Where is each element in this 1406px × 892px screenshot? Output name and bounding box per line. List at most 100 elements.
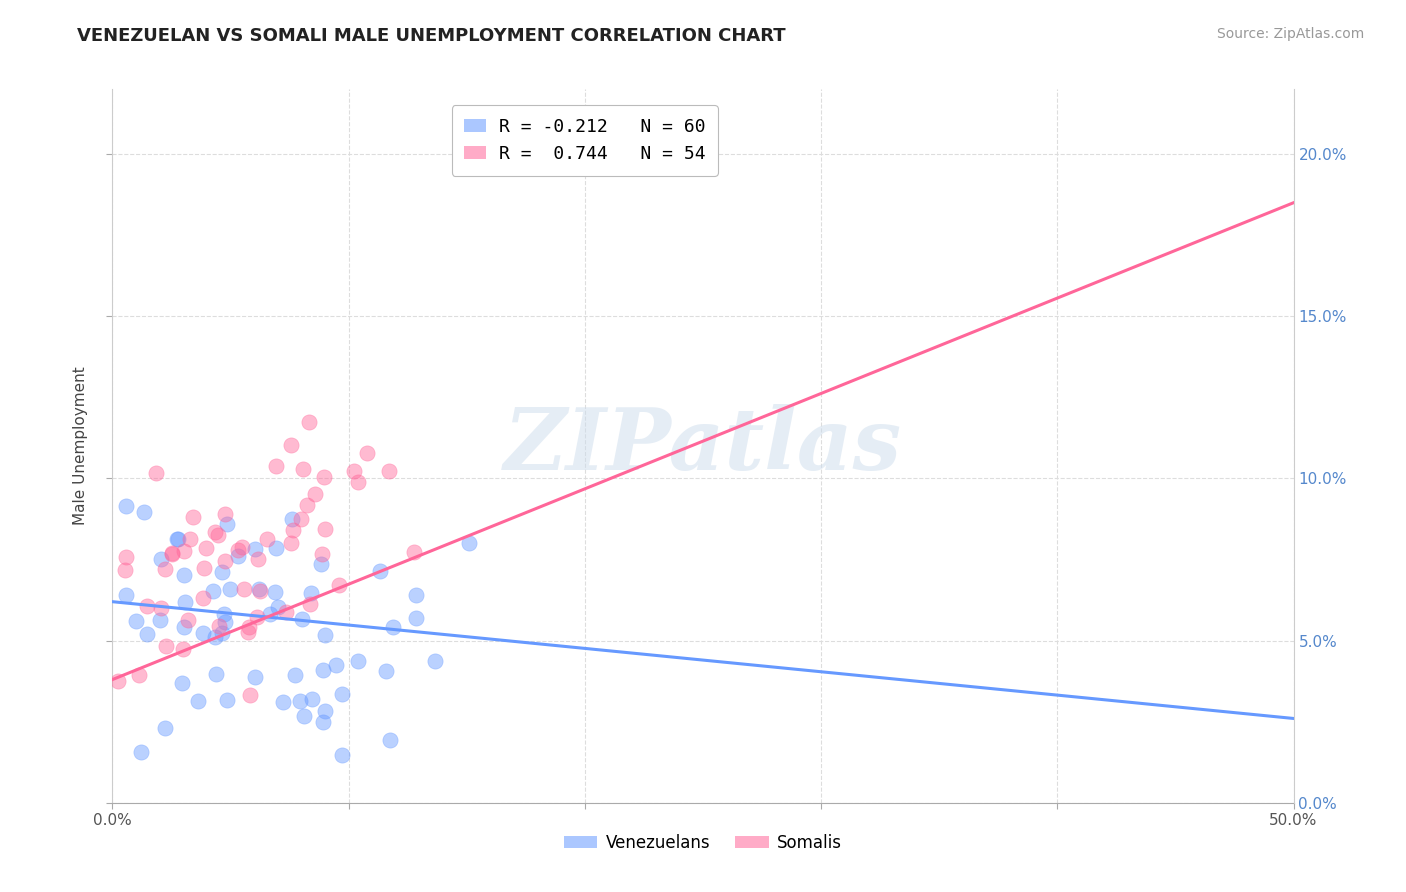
Point	[208, 619, 231, 633]
Point	[346, 654, 368, 668]
Point	[243, 670, 266, 684]
Point	[256, 532, 278, 546]
Point	[314, 628, 336, 642]
Point	[132, 505, 155, 519]
Point	[211, 625, 233, 640]
Point	[405, 588, 427, 602]
Point	[172, 676, 194, 690]
Point	[458, 535, 481, 549]
Point	[207, 528, 229, 542]
Point	[263, 585, 285, 599]
Point	[238, 620, 260, 634]
Point	[215, 516, 238, 531]
Point	[301, 692, 323, 706]
Point	[162, 547, 184, 561]
Point	[204, 667, 226, 681]
Point	[114, 588, 136, 602]
Point	[246, 610, 269, 624]
Point	[173, 620, 195, 634]
Point	[314, 523, 336, 537]
Point	[291, 612, 314, 626]
Legend: Venezuelans, Somalis: Venezuelans, Somalis	[557, 828, 849, 859]
Point	[107, 673, 129, 688]
Point	[150, 552, 173, 566]
Point	[314, 704, 336, 718]
Text: Source: ZipAtlas.com: Source: ZipAtlas.com	[1216, 27, 1364, 41]
Point	[243, 541, 266, 556]
Point	[328, 578, 350, 592]
Point	[298, 415, 321, 429]
Point	[312, 469, 335, 483]
Point	[179, 532, 201, 546]
Point	[193, 561, 215, 575]
Point	[264, 458, 287, 473]
Point	[281, 512, 304, 526]
Point	[211, 566, 233, 580]
Point	[148, 613, 170, 627]
Point	[330, 686, 353, 700]
Point	[128, 667, 150, 681]
Point	[215, 692, 238, 706]
Point	[160, 546, 183, 560]
Point	[425, 654, 447, 668]
Point	[377, 464, 399, 478]
Point	[271, 695, 294, 709]
Point	[311, 547, 333, 561]
Point	[267, 600, 290, 615]
Point	[276, 605, 298, 619]
Point	[204, 525, 226, 540]
Point	[135, 599, 157, 614]
Point	[292, 461, 315, 475]
Point	[356, 445, 378, 459]
Point	[166, 532, 188, 546]
Point	[202, 584, 225, 599]
Point	[281, 523, 304, 537]
Point	[382, 620, 405, 634]
Point	[231, 540, 253, 554]
Point	[405, 611, 427, 625]
Point	[295, 498, 318, 512]
Point	[214, 554, 236, 568]
Point	[129, 745, 152, 759]
Point	[312, 663, 335, 677]
Point	[166, 532, 188, 546]
Point	[249, 582, 271, 596]
Point	[226, 543, 249, 558]
Point	[249, 583, 271, 598]
Point	[176, 614, 198, 628]
Point	[299, 586, 322, 600]
Point	[136, 627, 159, 641]
Point	[191, 626, 214, 640]
Point	[125, 614, 148, 628]
Point	[292, 709, 315, 723]
Point	[232, 582, 254, 597]
Point	[284, 668, 307, 682]
Point	[114, 500, 136, 514]
Point	[368, 564, 391, 578]
Y-axis label: Male Unemployment: Male Unemployment	[73, 367, 89, 525]
Point	[173, 567, 195, 582]
Point	[247, 552, 270, 566]
Point	[343, 464, 366, 478]
Point	[347, 475, 370, 490]
Point	[288, 693, 311, 707]
Point	[290, 512, 312, 526]
Point	[325, 658, 347, 673]
Point	[380, 732, 402, 747]
Point	[226, 549, 249, 563]
Point	[174, 595, 197, 609]
Point	[173, 544, 195, 558]
Point	[219, 582, 242, 596]
Point	[153, 562, 176, 576]
Point	[204, 630, 226, 644]
Point	[311, 558, 333, 572]
Point	[304, 486, 326, 500]
Point	[214, 615, 236, 630]
Point	[195, 541, 218, 555]
Point	[239, 688, 262, 702]
Point	[145, 466, 167, 480]
Point	[181, 510, 204, 524]
Point	[280, 438, 302, 452]
Point	[299, 597, 322, 611]
Point	[212, 607, 235, 622]
